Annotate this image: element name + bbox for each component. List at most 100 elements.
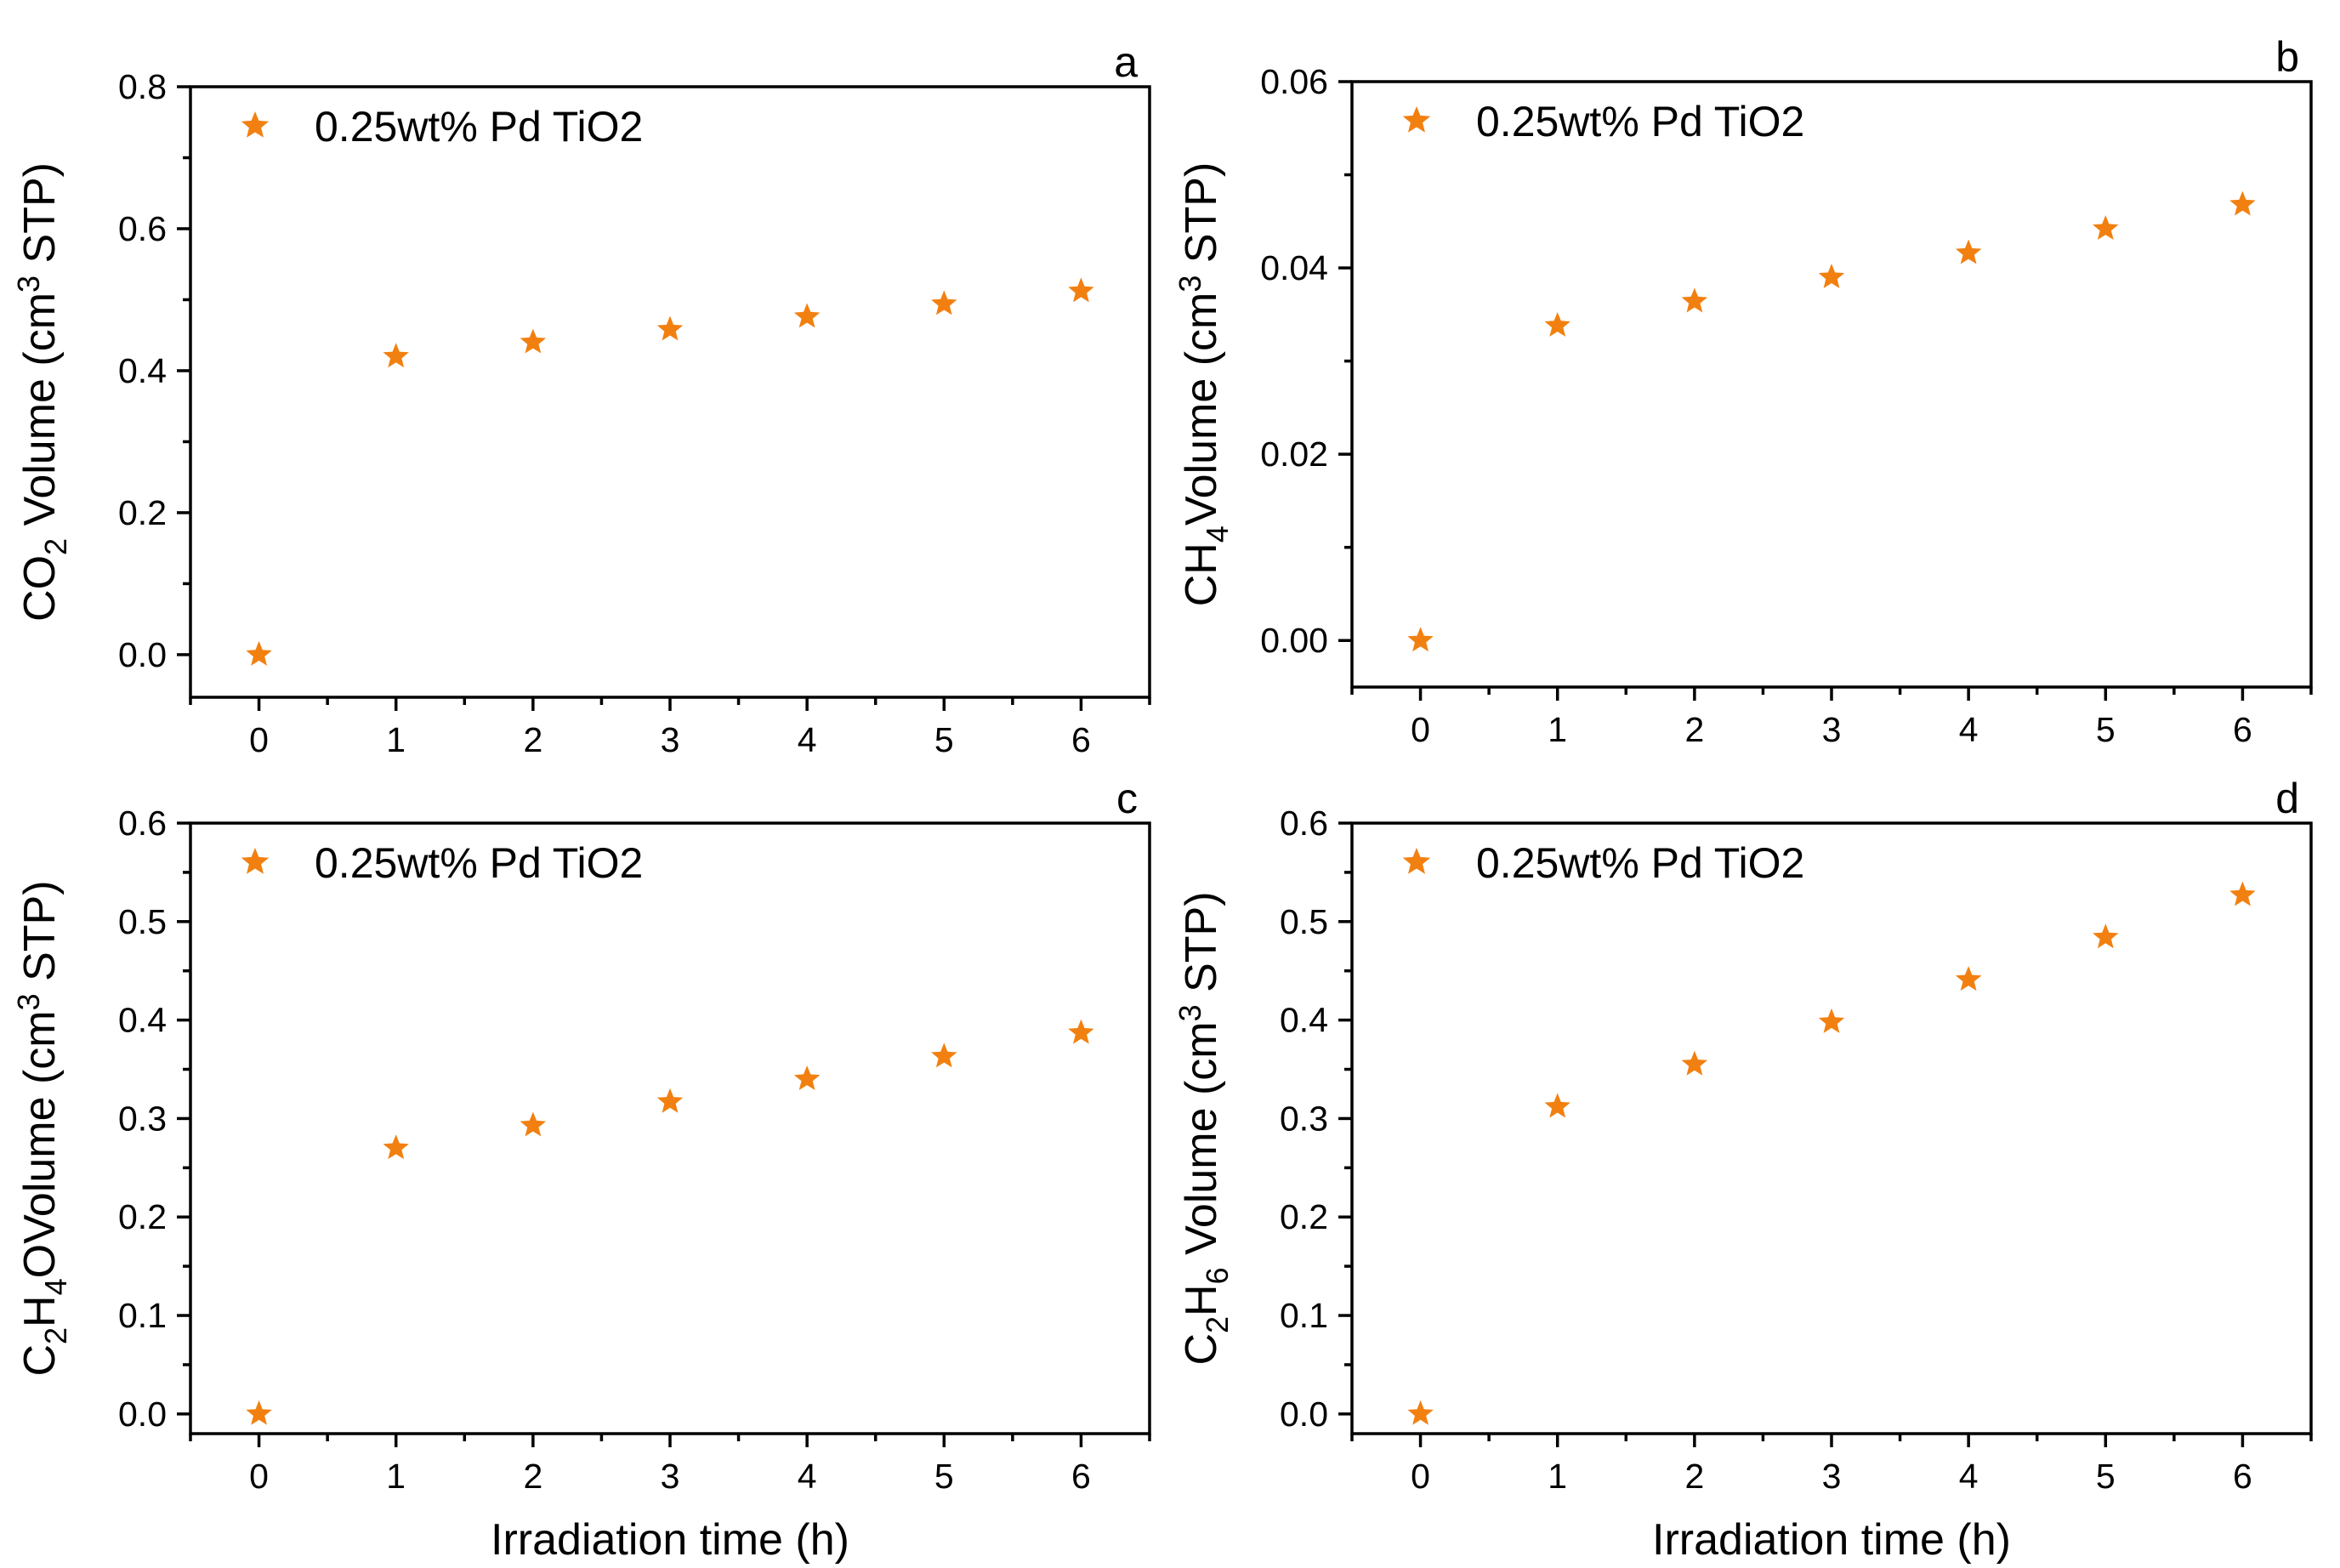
y-axis-label-part: CH (1177, 543, 1226, 606)
data-point-star (931, 1042, 957, 1068)
x-tick-label: 0 (249, 1457, 269, 1496)
y-tick-label: 0.2 (118, 493, 167, 532)
panel-letter: a (1114, 38, 1138, 86)
y-tick-label: 0.4 (1280, 1001, 1328, 1040)
x-tick-label: 6 (1071, 720, 1091, 759)
y-axis-label: CO2 Volume (cm3 STP) (11, 162, 73, 622)
y-tick-label: 0.04 (1260, 248, 1328, 287)
y-axis-label-part: H (1177, 1284, 1226, 1316)
y-tick-label: 0.6 (1280, 804, 1328, 843)
data-point-star (2093, 215, 2119, 240)
y-axis-label-part: 6 (1200, 1267, 1235, 1284)
data-point-star (2229, 190, 2256, 216)
x-tick-label: 3 (661, 1457, 680, 1496)
y-axis-label-part: 3 (1173, 1004, 1207, 1021)
legend-entry: 0.25wt% Pd TiO2 (1476, 839, 1804, 887)
y-axis-label-part: 4 (38, 1278, 73, 1295)
y-tick-label: 0.4 (118, 1001, 167, 1040)
data-point-star (793, 1065, 821, 1090)
y-axis-label-part: OVolume (cm (15, 1010, 65, 1278)
y-tick-label: 0.6 (118, 209, 167, 248)
legend-marker-star (1402, 106, 1431, 133)
data-point-star (656, 315, 684, 341)
panel-letter: d (2275, 775, 2299, 822)
y-tick-label: 0.3 (118, 1099, 167, 1138)
x-tick-label: 3 (661, 720, 680, 759)
y-tick-label: 0.5 (1280, 902, 1328, 941)
x-tick-label: 4 (1959, 710, 1979, 749)
y-axis-label-part: Volume (cm (1177, 293, 1226, 526)
x-tick-label: 5 (934, 720, 954, 759)
y-tick-label: 0.1 (1280, 1296, 1328, 1335)
y-axis-label: C2H6 Volume (cm3 STP) (1173, 891, 1235, 1365)
data-point-star (383, 1134, 409, 1160)
y-axis-label-part: STP) (1177, 891, 1226, 1004)
data-point-star (2093, 923, 2119, 949)
y-tick-label: 0.0 (118, 1395, 167, 1434)
y-tick-label: 0.06 (1260, 62, 1328, 101)
x-axis-label: Irradiation time (h) (1652, 1515, 2011, 1565)
data-point-star (1544, 1093, 1570, 1118)
y-axis-label-part: H (15, 1295, 65, 1327)
legend-entry: 0.25wt% Pd TiO2 (315, 839, 643, 887)
y-axis-label-part: 2 (1200, 1316, 1235, 1333)
x-tick-label: 1 (1548, 710, 1567, 749)
data-point-star (383, 343, 409, 368)
y-tick-label: 0.3 (1280, 1099, 1328, 1138)
data-point-star (1407, 1400, 1434, 1425)
x-tick-label: 1 (386, 1457, 406, 1496)
x-tick-label: 2 (523, 1457, 542, 1496)
y-axis-label-part: 3 (1173, 276, 1207, 293)
x-tick-label: 6 (1071, 1457, 1091, 1496)
data-point-star (520, 328, 547, 354)
panel-letter: b (2275, 33, 2299, 81)
x-tick-label: 4 (798, 720, 817, 759)
y-tick-label: 0.0 (118, 635, 167, 674)
x-tick-label: 0 (1411, 1457, 1430, 1496)
y-tick-label: 0.1 (118, 1296, 167, 1335)
data-point-star (2229, 881, 2256, 906)
y-axis-label-part: 3 (11, 276, 46, 293)
panel-letter: c (1116, 775, 1138, 822)
legend-marker-star (1402, 848, 1431, 874)
y-axis-label-part: 3 (11, 993, 46, 1010)
y-tick-label: 0.0 (1280, 1395, 1328, 1434)
y-axis-label-part: STP) (15, 162, 65, 276)
plot-frame (1350, 821, 2313, 1435)
y-axis-label-part: 2 (38, 538, 73, 555)
plot-frame (189, 85, 1151, 699)
chart-panel-c: 0 1 2 3 4 5 60.00.10.20.30.40.50.6C2H4OVolume … (11, 775, 1151, 1565)
y-tick-label: 0.2 (118, 1197, 167, 1236)
y-axis-label-part: 2 (38, 1327, 73, 1344)
x-tick-label: 6 (2233, 1457, 2252, 1496)
legend-marker-star (241, 848, 270, 874)
x-tick-label: 4 (1959, 1457, 1979, 1496)
data-point-star (1544, 312, 1570, 337)
y-axis-label-part: C (15, 1344, 65, 1377)
y-tick-label: 0.8 (118, 67, 167, 106)
x-tick-label: 3 (1822, 710, 1842, 749)
y-axis-label-part: 4 (1200, 526, 1235, 543)
y-axis-label-part: STP) (1177, 162, 1226, 276)
y-axis-label-part: CO (15, 555, 65, 622)
data-point-star (520, 1111, 547, 1137)
data-point-star (1955, 966, 1982, 991)
plot-frame (1350, 80, 2313, 689)
x-tick-label: 4 (798, 1457, 817, 1496)
x-tick-label: 2 (1684, 1457, 1704, 1496)
x-axis-label: Irradiation time (h) (491, 1515, 849, 1565)
y-axis-label-part: Volume (cm (1177, 1021, 1226, 1267)
data-point-star (246, 1400, 272, 1425)
x-tick-label: 5 (934, 1457, 954, 1496)
y-tick-label: 0.5 (118, 902, 167, 941)
data-point-star (1407, 627, 1434, 652)
y-axis-label-part: C (1177, 1333, 1226, 1366)
data-point-star (1818, 264, 1845, 288)
x-tick-label: 0 (1411, 710, 1430, 749)
data-point-star (1068, 277, 1094, 303)
data-point-star (246, 640, 272, 666)
x-tick-label: 2 (1684, 710, 1704, 749)
